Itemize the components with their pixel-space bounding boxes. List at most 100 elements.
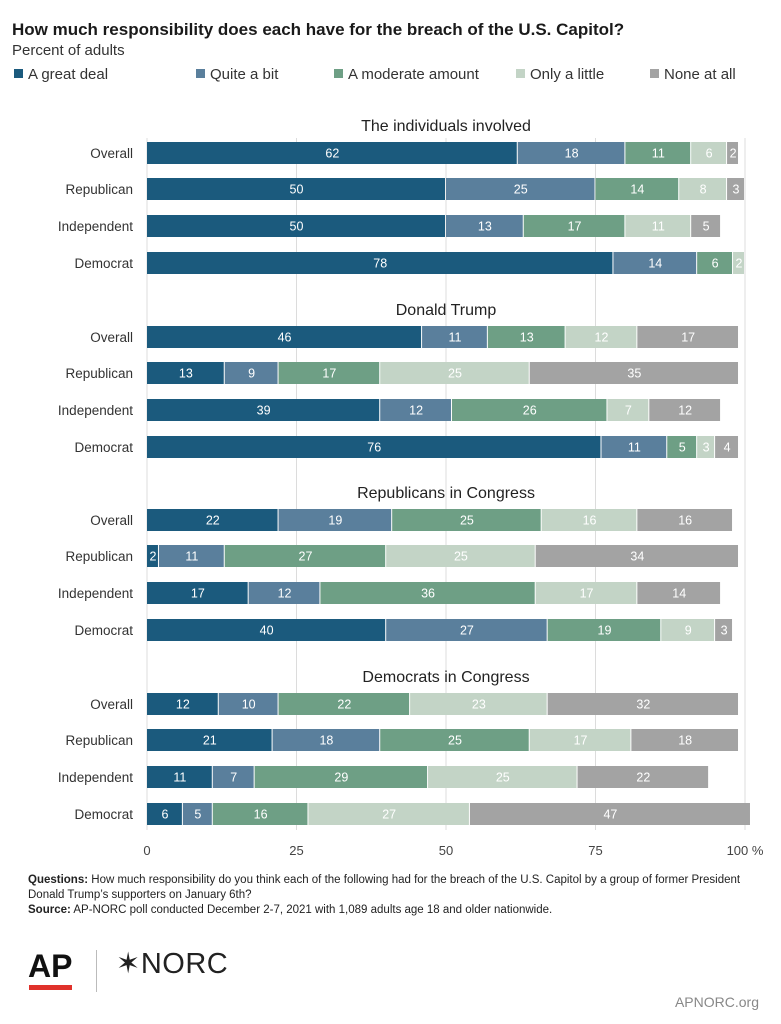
- bar-segment: [147, 252, 613, 274]
- bar-segment: [667, 436, 697, 458]
- data-label: 25: [514, 183, 528, 197]
- bar-segment: [649, 399, 721, 421]
- data-label: 17: [322, 367, 336, 381]
- data-label: 2: [736, 257, 743, 271]
- x-tick-label: 25: [289, 843, 303, 858]
- data-label: 76: [367, 441, 381, 455]
- bar-segment: [147, 545, 158, 567]
- row-label: Democrat: [74, 807, 133, 822]
- questions-label: Questions:: [28, 874, 89, 886]
- bar-segment: [565, 326, 637, 348]
- bar-segment: [224, 362, 278, 384]
- bar-segment: [428, 766, 577, 788]
- bar-segment: [631, 729, 739, 751]
- data-label: 6: [161, 808, 168, 822]
- data-label: 25: [460, 514, 474, 528]
- ap-logo-text: AP: [28, 948, 72, 984]
- data-label: 12: [678, 404, 692, 418]
- x-tick-label: 0: [143, 843, 150, 858]
- data-label: 62: [325, 147, 339, 161]
- bar-segment: [637, 509, 733, 531]
- bar-segment: [715, 436, 739, 458]
- logo-divider: [96, 950, 97, 992]
- bar-segment: [248, 582, 320, 604]
- legend-label: Quite a bit: [210, 66, 279, 83]
- legend-label: A great deal: [28, 66, 109, 83]
- bar-segment: [691, 215, 721, 237]
- row-label: Republican: [65, 733, 133, 748]
- legend-item-only-a-little: Only a little: [516, 66, 604, 83]
- bar-segment: [613, 252, 697, 274]
- data-label: 11: [185, 550, 198, 564]
- bar-segment: [147, 326, 422, 348]
- legend: A great deal Quite a bit A moderate amount…: [14, 66, 774, 86]
- data-label: 9: [248, 367, 255, 381]
- bar-segment: [733, 252, 744, 274]
- data-label: 29: [334, 771, 348, 785]
- row-label: Democrat: [74, 623, 133, 638]
- data-label: 18: [319, 734, 333, 748]
- row-label: Independent: [58, 219, 133, 234]
- data-label: 10: [242, 698, 256, 712]
- data-label: 50: [290, 220, 304, 234]
- data-label: 17: [191, 587, 205, 601]
- bar-segment: [523, 215, 625, 237]
- questions-text: How much responsibility do you think eac…: [28, 874, 741, 901]
- row-label: Overall: [90, 330, 133, 345]
- bar-segment: [637, 326, 739, 348]
- bar-segment: [661, 619, 715, 641]
- source-label: Source:: [28, 904, 71, 916]
- data-label: 12: [278, 587, 292, 601]
- panel-title: Republicans in Congress: [357, 485, 535, 502]
- bar-segment: [147, 399, 380, 421]
- norc-star-icon: ✶: [116, 948, 141, 980]
- legend-label: A moderate amount: [348, 66, 479, 83]
- bar-segment: [517, 142, 625, 164]
- bar-segment: [392, 509, 541, 531]
- bar-segment: [272, 729, 380, 751]
- data-label: 21: [203, 734, 217, 748]
- bar-segment: [278, 509, 392, 531]
- bar-segment: [380, 362, 529, 384]
- bar-segment: [158, 545, 224, 567]
- data-label: 5: [679, 441, 686, 455]
- data-label: 19: [328, 514, 342, 528]
- bar-segment: [410, 693, 547, 715]
- bar-segment: [278, 693, 410, 715]
- data-label: 17: [681, 331, 695, 345]
- data-label: 6: [712, 257, 719, 271]
- bar-segment: [577, 766, 709, 788]
- bar-segment: [147, 142, 517, 164]
- data-label: 47: [603, 808, 617, 822]
- data-label: 3: [721, 624, 728, 638]
- data-label: 27: [299, 550, 313, 564]
- bar-segment: [254, 766, 428, 788]
- bar-segment: [147, 215, 445, 237]
- row-label: Overall: [90, 146, 133, 161]
- bar-segment: [147, 729, 272, 751]
- footnotes: Questions: How much responsibility do yo…: [28, 873, 748, 918]
- bar-segment: [535, 582, 637, 604]
- data-label: 11: [628, 441, 641, 455]
- bar-segment: [212, 766, 254, 788]
- panel-title: Democrats in Congress: [362, 669, 529, 686]
- data-label: 23: [472, 698, 486, 712]
- bar-segment: [529, 362, 739, 384]
- norc-logo: ✶NORC: [116, 946, 228, 981]
- data-label: 25: [454, 550, 468, 564]
- bar-segment: [147, 509, 278, 531]
- bar-segment: [182, 803, 212, 825]
- bar-segment: [224, 545, 386, 567]
- legend-label: None at all: [664, 66, 736, 83]
- legend-item-a-moderate-amount: A moderate amount: [334, 66, 479, 83]
- bar-segment: [218, 693, 278, 715]
- data-label: 17: [568, 220, 582, 234]
- data-label: 6: [706, 147, 713, 161]
- bar-segment: [691, 142, 727, 164]
- data-label: 36: [421, 587, 435, 601]
- data-label: 12: [176, 698, 190, 712]
- bar-segment: [547, 693, 739, 715]
- chart-subtitle: Percent of adults: [12, 42, 125, 59]
- bar-segment: [451, 399, 607, 421]
- site-link[interactable]: APNORC.org: [674, 994, 759, 1010]
